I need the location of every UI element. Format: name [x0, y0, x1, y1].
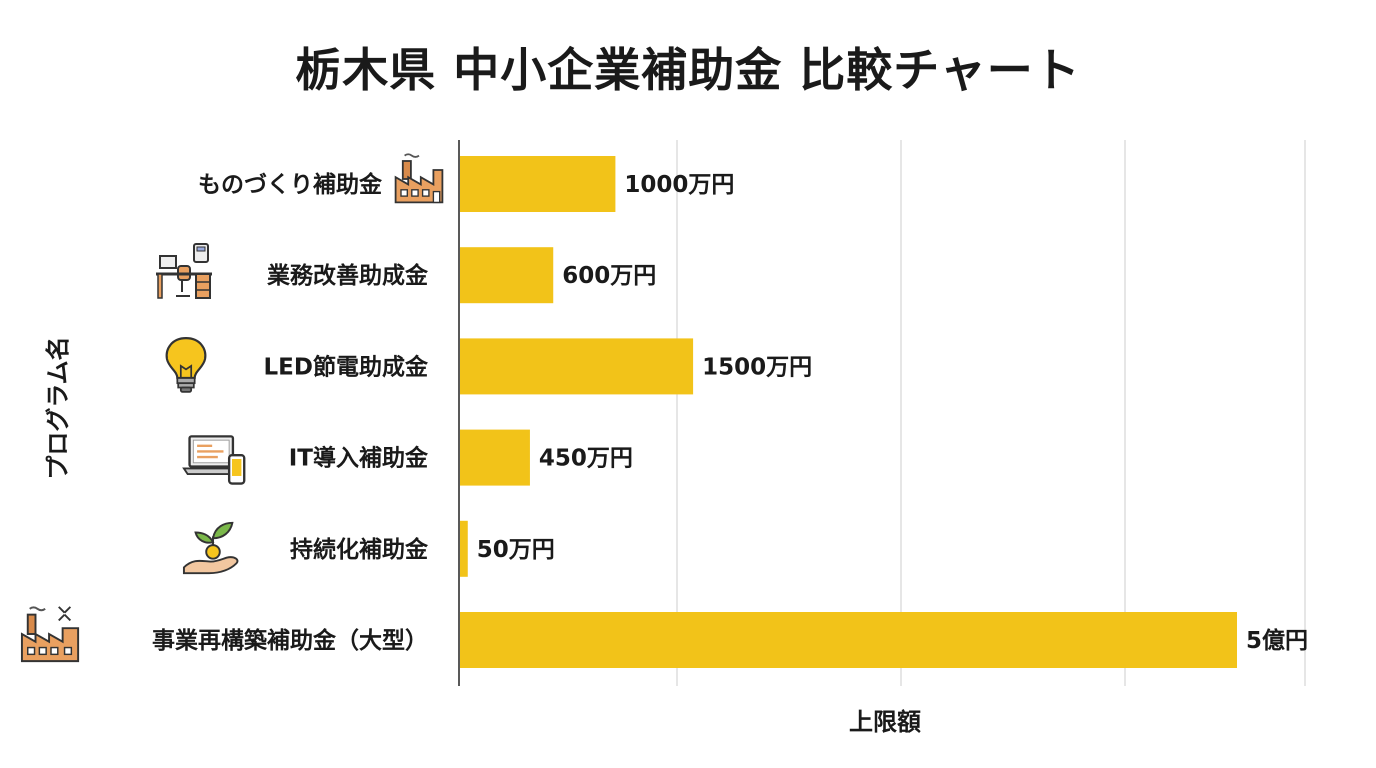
bar [460, 612, 1237, 668]
bar [460, 156, 616, 212]
y-tick-label: 持続化補助金 [290, 536, 429, 563]
y-axis-title: プログラム名 [44, 336, 72, 479]
data-label: 600万円 [562, 263, 656, 289]
data-label: 1000万円 [624, 172, 734, 198]
y-tick-label: 業務改善助成金 [266, 262, 429, 289]
data-label: 50万円 [477, 537, 555, 563]
chart-title: 栃木県 中小企業補助金 比較チャート [295, 43, 1081, 97]
data-label: 1500万円 [702, 354, 812, 380]
laptop-phone-icon [182, 435, 246, 485]
bar [460, 247, 554, 304]
bar [460, 338, 694, 395]
bar [460, 429, 530, 486]
bar [460, 520, 468, 577]
y-tick-label: IT導入補助金 [289, 445, 429, 472]
factory-icon [394, 153, 444, 204]
office-desk-icon [154, 242, 214, 300]
factory-expand-icon [20, 605, 80, 663]
y-tick-label: ものづくり補助金 [198, 171, 383, 198]
data-label: 450万円 [539, 446, 633, 472]
y-tick-label: LED節電助成金 [264, 353, 429, 380]
data-label: 5億円 [1246, 627, 1308, 654]
lightbulb-icon [165, 337, 207, 393]
sprout-hand-icon [182, 521, 239, 575]
x-axis-title: 上限額 [849, 708, 921, 736]
y-tick-label: 事業再構築補助金（大型） [152, 627, 428, 654]
